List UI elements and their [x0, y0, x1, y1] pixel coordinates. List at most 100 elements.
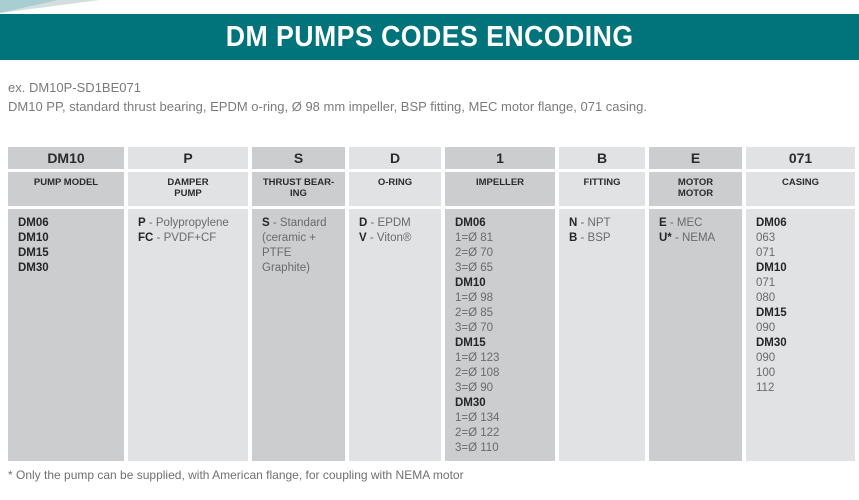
value-line: DM06: [756, 216, 851, 231]
value-line: 112: [756, 381, 851, 396]
value-line: P - Polypropylene: [138, 216, 244, 231]
value-line: PTFE Graphite): [262, 246, 341, 276]
value-line: 3=Ø 70: [455, 321, 551, 336]
column-category: FITTING: [559, 172, 645, 206]
value-line: V - Viton®: [359, 231, 437, 246]
footnote: * Only the pump can be supplied, with Am…: [8, 468, 464, 482]
value-text: 080: [756, 292, 776, 304]
value-text: 112: [756, 382, 775, 394]
column-code: S: [252, 147, 345, 169]
value-line: D - EPDM: [359, 216, 437, 231]
table-column-3: S THRUST BEAR- ING S - Standard (ceramic + PT…: [252, 147, 345, 461]
column-values: D - EPDM V - Viton®: [349, 209, 441, 461]
table-column-5: 1 IMPELLER DM06 1=Ø 81 2=Ø 70 3=Ø 65 DM10 1=Ø 9…: [445, 147, 555, 461]
value-text: - NPT: [577, 217, 611, 229]
value-key: E: [659, 217, 667, 229]
value-key: DM30: [455, 397, 486, 409]
value-key: FC: [138, 232, 154, 244]
value-line: 071: [756, 276, 851, 291]
value-text: 063: [756, 232, 776, 244]
column-code: D: [349, 147, 441, 169]
column-code: P: [128, 147, 248, 169]
value-line: 100: [756, 366, 851, 381]
example-code: ex. DM10P-SD1BE071: [8, 80, 141, 95]
value-key: DM10: [455, 277, 486, 289]
table-column-1: DM10 PUMP MODEL DM06 DM10 DM15 DM30: [8, 147, 124, 461]
value-text: 071: [756, 277, 776, 289]
column-category: O-RING: [349, 172, 441, 206]
value-line: 090: [756, 321, 851, 336]
value-line: DM06: [18, 216, 120, 231]
value-line: 063: [756, 231, 851, 246]
value-line: S - Standard: [262, 216, 341, 231]
value-text: - Standard: [269, 217, 327, 229]
value-key: P: [138, 217, 146, 229]
value-line: DM30: [455, 396, 551, 411]
table-column-6: B FITTING N - NPT B - BSP: [559, 147, 645, 461]
value-line: 1=Ø 98: [455, 291, 551, 306]
value-key: N: [569, 217, 578, 229]
value-line: DM15: [756, 306, 851, 321]
category-line: MOTOR: [677, 177, 714, 188]
value-text: - Viton®: [366, 232, 412, 244]
table-column-7: E MOTOR MOTOR E - MEC U* - NEMA: [649, 147, 742, 461]
value-text: - MEC: [666, 217, 703, 229]
value-key: DM10: [18, 232, 49, 244]
category-line: PUMP MODEL: [33, 177, 99, 188]
category-line: DAMPER: [167, 177, 209, 188]
value-text: 3=Ø 90: [455, 382, 494, 394]
column-values: DM06 063 071 DM10 071 080 DM15 090 DM30 090 100 112: [746, 209, 855, 461]
value-text: 1=Ø 81: [455, 232, 494, 244]
value-text: 1=Ø 134: [455, 412, 500, 424]
value-key: D: [359, 217, 368, 229]
value-line: DM30: [18, 261, 120, 276]
value-text: 071: [756, 247, 776, 259]
codes-table: DM10 PUMP MODEL DM06 DM10 DM15 DM30 P DAMPER PUM…: [8, 147, 855, 461]
value-text: 3=Ø 65: [455, 262, 494, 274]
value-line: DM30: [756, 336, 851, 351]
value-line: DM10: [18, 231, 120, 246]
value-key: U*: [659, 232, 672, 244]
value-key: DM30: [756, 337, 787, 349]
value-text: 100: [756, 367, 776, 379]
value-text: - NEMA: [671, 232, 716, 244]
column-code: DM10: [8, 147, 124, 169]
category-line: PUMP: [174, 188, 202, 199]
value-text: - PVDF+CF: [153, 232, 217, 244]
value-line: (ceramic +: [262, 231, 341, 246]
value-text: 090: [756, 322, 776, 334]
value-text: 3=Ø 110: [455, 442, 499, 454]
value-text: - BSP: [577, 232, 611, 244]
value-text: 2=Ø 108: [455, 367, 500, 379]
value-line: 1=Ø 123: [455, 351, 551, 366]
value-key: B: [569, 232, 578, 244]
value-line: 2=Ø 70: [455, 246, 551, 261]
value-line: 080: [756, 291, 851, 306]
value-text: 2=Ø 85: [455, 307, 494, 319]
column-category: DAMPER PUMP: [128, 172, 248, 206]
value-key: DM15: [18, 247, 49, 259]
column-values: N - NPT B - BSP: [559, 209, 645, 461]
value-key: DM06: [18, 217, 49, 229]
corner-decoration-inner: [0, 0, 58, 13]
value-line: DM10: [756, 261, 851, 276]
example-description: DM10 PP, standard thrust bearing, EPDM o…: [8, 99, 647, 114]
value-line: E - MEC: [659, 216, 738, 231]
column-category: CASING: [746, 172, 855, 206]
value-line: 2=Ø 122: [455, 426, 551, 441]
value-key: DM06: [455, 217, 486, 229]
value-line: U* - NEMA: [659, 231, 738, 246]
category-line: FITTING: [583, 177, 621, 188]
value-key: S: [262, 217, 270, 229]
value-text: - Polypropylene: [145, 217, 229, 229]
category-line: IMPELLER: [475, 177, 525, 188]
column-values: DM06 DM10 DM15 DM30: [8, 209, 124, 461]
value-line: 1=Ø 134: [455, 411, 551, 426]
value-line: 3=Ø 65: [455, 261, 551, 276]
value-key: V: [359, 232, 367, 244]
page-title: DM PUMPS CODES ENCODING: [225, 20, 634, 53]
value-text: 2=Ø 122: [455, 427, 500, 439]
category-line: THRUST BEAR-: [262, 177, 335, 188]
table-column-4: D O-RING D - EPDM V - Viton®: [349, 147, 441, 461]
